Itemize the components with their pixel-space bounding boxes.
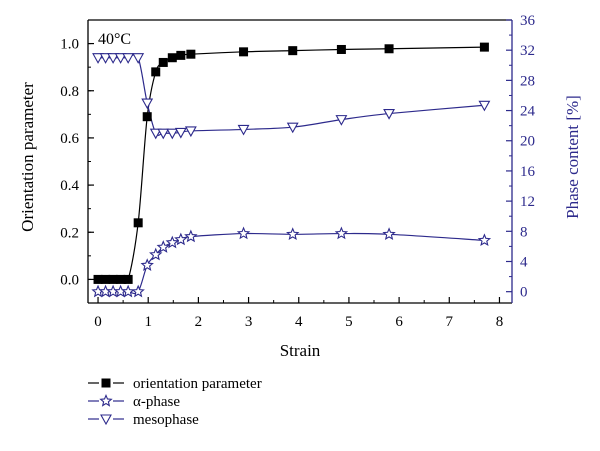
series-2-point <box>166 128 179 140</box>
left-tick-label: 0.6 <box>60 131 79 147</box>
right-tick-label: 24 <box>520 104 536 120</box>
right-tick-label: 8 <box>520 224 528 240</box>
series-0-point <box>186 49 196 59</box>
series-1-point <box>184 229 198 243</box>
x-tick-label: 1 <box>144 314 152 330</box>
left-tick-label: 0.8 <box>60 84 79 100</box>
left-tick-label: 0.4 <box>60 178 79 194</box>
right-axis-ticks: 0 4 8 12 16 20 24 28 32 36 <box>506 13 536 301</box>
right-tick-label: 32 <box>520 43 535 59</box>
series-1-point <box>236 226 251 240</box>
series-1-point <box>121 284 135 298</box>
series-2-point <box>478 100 491 112</box>
legend-marker-1 <box>99 393 113 407</box>
left-tick-label: 0.2 <box>60 225 79 241</box>
legend-marker-2 <box>100 414 112 426</box>
x-tick-label: 2 <box>195 314 203 330</box>
right-tick-label: 16 <box>520 164 536 180</box>
x-tick-label: 6 <box>395 314 403 330</box>
left-axis-title: Orientation parameter <box>18 82 37 232</box>
series-0-point <box>151 67 161 77</box>
x-tick-label: 4 <box>295 314 303 330</box>
series-2-point <box>132 53 145 64</box>
series-0-point <box>288 46 298 56</box>
legend: orientation parameter α-phase mesophase <box>88 376 262 428</box>
series-1-point <box>286 227 300 241</box>
series-0-point <box>108 274 118 284</box>
series-1-point <box>149 247 163 261</box>
legend-label-2: mesophase <box>133 412 199 428</box>
series-2-point <box>99 53 112 64</box>
series-2-point <box>122 53 135 64</box>
x-tick-label: 0 <box>94 314 102 330</box>
series-0-point <box>384 44 394 54</box>
series-0-point <box>123 274 133 284</box>
series-2-point <box>157 128 170 140</box>
series-0-point <box>176 50 186 60</box>
series-2-point <box>92 53 104 64</box>
series-1-point <box>334 226 349 240</box>
series-0-point <box>116 274 126 284</box>
right-tick-label: 12 <box>520 194 535 210</box>
legend-label-1: α-phase <box>133 394 180 410</box>
series-line-0 <box>98 46 485 284</box>
series-1-point <box>382 227 396 241</box>
plot-frame <box>87 19 513 304</box>
series-2-point <box>107 53 120 64</box>
left-tick-label: 1.0 <box>60 37 79 53</box>
series-0-point <box>133 218 143 228</box>
series-2-point <box>141 98 154 110</box>
series-1-point <box>156 240 170 253</box>
series-2-point <box>335 115 348 126</box>
series-2-point <box>174 127 187 139</box>
legend-marker-0 <box>101 378 111 388</box>
temperature-annotation: 40°C <box>98 31 131 48</box>
series-2-point <box>149 128 162 140</box>
series-1-point <box>140 258 154 271</box>
series-1-point <box>174 232 188 246</box>
series-line-1 <box>98 232 485 295</box>
series-2-point <box>237 124 250 136</box>
series-0-point <box>167 53 177 63</box>
x-tick-label: 7 <box>446 314 454 330</box>
series-0-point <box>142 112 152 122</box>
series-1-point <box>477 233 492 247</box>
right-tick-label: 28 <box>520 73 535 89</box>
right-tick-label: 36 <box>520 13 536 29</box>
series-0-point <box>93 274 103 284</box>
series-1-point <box>131 284 145 298</box>
series-0-point <box>336 44 346 54</box>
series-2-point <box>383 109 395 120</box>
x-tick-label: 3 <box>245 314 253 330</box>
x-axis-title: Strain <box>280 341 321 360</box>
x-tick-label: 5 <box>345 314 353 330</box>
right-axis-title: Phase content [%] <box>563 95 582 219</box>
series-0-point <box>101 274 111 284</box>
series-2-point <box>114 53 127 64</box>
series-2-point <box>286 122 299 134</box>
series-markers <box>91 42 492 298</box>
right-tick-label: 20 <box>520 134 535 150</box>
legend-label-0: orientation parameter <box>133 376 262 392</box>
bottom-axis-ticks: 0 1 2 3 4 5 6 7 8 <box>94 297 503 330</box>
series-0-point <box>479 42 489 52</box>
right-tick-label: 0 <box>520 285 528 301</box>
series-2-point <box>184 126 197 138</box>
x-tick-label: 8 <box>496 314 504 330</box>
left-tick-label: 0.0 <box>60 272 79 288</box>
series-0-point <box>239 47 249 57</box>
series-0-point <box>158 57 168 67</box>
left-axis-ticks: 0.0 0.2 0.4 0.6 0.8 1.0 <box>60 19 94 304</box>
right-tick-label: 4 <box>520 254 528 270</box>
series-1-point <box>165 235 179 249</box>
